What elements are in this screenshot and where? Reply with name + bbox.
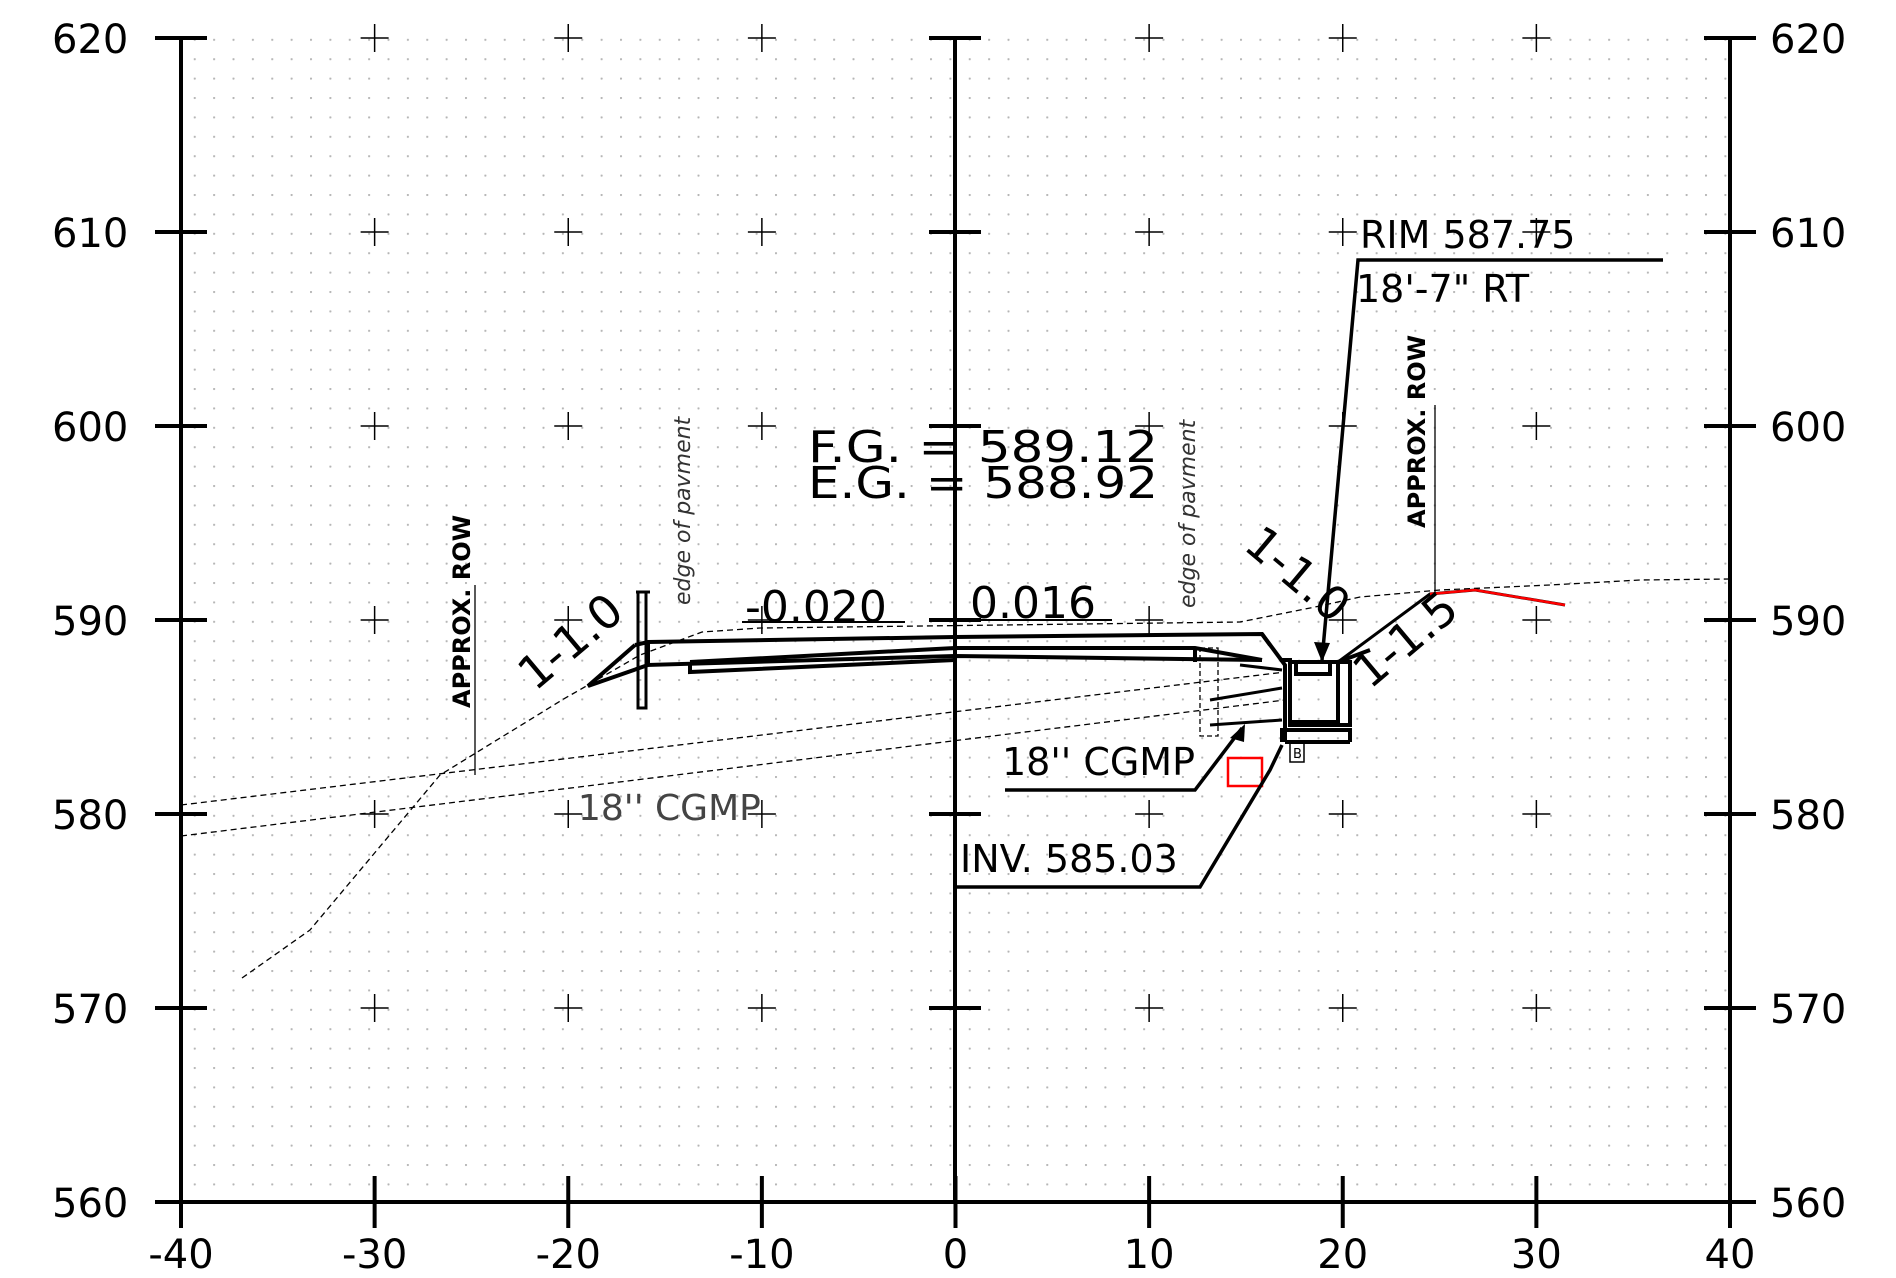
grid-plus-markers (360, 24, 1551, 1022)
y-tick-label-right: 600 (1770, 405, 1846, 451)
cgmp-bold-label: 18'' CGMP (1002, 740, 1195, 784)
rim-label: RIM 587.75 (1360, 213, 1575, 257)
structure-tag: B (1293, 747, 1302, 762)
rim-offset-label: 18'-7" RT (1356, 267, 1530, 311)
y-tick-label-left: 570 (52, 987, 128, 1033)
y-tick-label-left: 610 (52, 211, 128, 257)
leader-lines (955, 258, 1663, 889)
existing-ground-line (241, 578, 1731, 979)
inlet-structure (1260, 632, 1371, 744)
slope-right-value: 0.016 (970, 578, 1096, 629)
x-tick-label: 0 (943, 1232, 968, 1278)
slope-left-value: -0.020 (745, 582, 887, 633)
cgmp-light-label: 18'' CGMP (578, 788, 761, 829)
approx-row-left: APPROX. ROW (448, 515, 476, 708)
y-axis-ticks: 620 620 610 610 600 600 590 590 580 580 570 570 560 5… (52, 17, 1846, 1227)
x-tick-label: -40 (148, 1232, 213, 1278)
pipe-to-inlet-lines (1209, 663, 1283, 727)
slope-right-red-line (1429, 588, 1566, 607)
y-tick-label-right: 580 (1770, 793, 1846, 839)
x-tick-label: -30 (342, 1232, 407, 1278)
leader-arrowheads (1230, 642, 1330, 742)
y-tick-label-right: 570 (1770, 987, 1846, 1033)
x-tick-label: 20 (1317, 1232, 1368, 1278)
eg-label: E.G. = 588.92 (808, 458, 1158, 509)
y-tick-label-right: 560 (1770, 1181, 1846, 1227)
culvert-end-box (1199, 647, 1219, 737)
inv-label: INV. 585.03 (960, 837, 1178, 881)
edge-pavement-left: edge of pavment (671, 415, 696, 605)
x-tick-label: -10 (729, 1232, 794, 1278)
x-tick-label: 10 (1124, 1232, 1175, 1278)
pipe-top-line (180, 671, 1286, 806)
y-tick-label-left: 590 (52, 599, 128, 645)
y-tick-label-right: 610 (1770, 211, 1846, 257)
x-tick-label: 40 (1705, 1232, 1756, 1278)
edge-pavement-right: edge of pavment (1176, 418, 1201, 608)
y-tick-label-left: 620 (52, 17, 128, 63)
approx-row-right: APPROX. ROW (1403, 335, 1431, 528)
y-tick-label-right: 620 (1770, 17, 1846, 63)
y-tick-label-left: 580 (52, 793, 128, 839)
y-tick-label-left: 600 (52, 405, 128, 451)
structure-tag-box (1289, 741, 1305, 763)
x-axis-ticks: -40 -30 -20 -10 0 10 20 30 40 (148, 1176, 1755, 1278)
y-tick-label-left: 560 (52, 1181, 128, 1227)
y-tick-label-right: 590 (1770, 599, 1846, 645)
x-tick-label: -20 (536, 1232, 601, 1278)
fg-label: F.G. = 589.12 (808, 422, 1158, 473)
x-tick-label: 30 (1511, 1232, 1562, 1278)
pipe-bottom-line (180, 699, 1286, 837)
red-marker-box (1226, 756, 1264, 788)
